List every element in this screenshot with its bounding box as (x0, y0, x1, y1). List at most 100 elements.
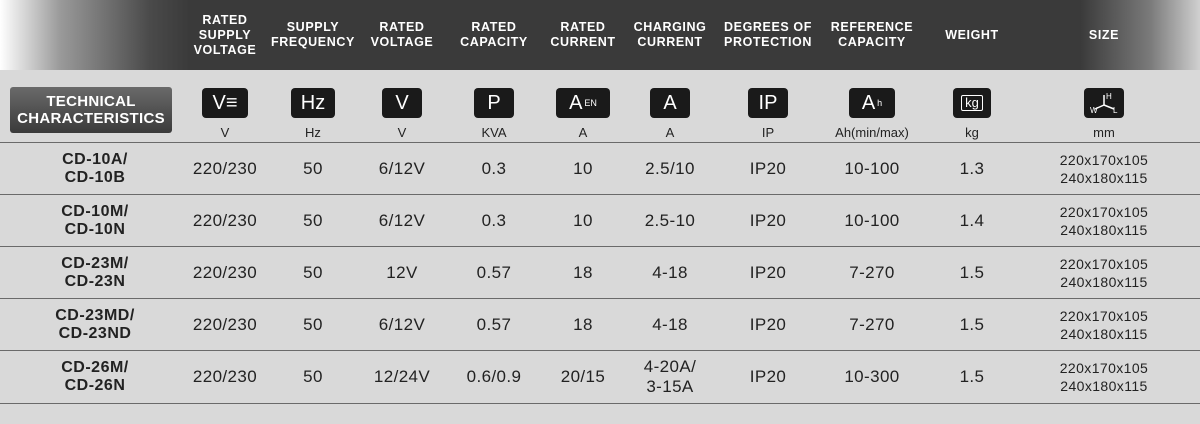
cell-size: 220x170x105 240x180x115 (1014, 247, 1194, 299)
size-line: 240x180x115 (1060, 274, 1148, 290)
cell-supply-voltage: 220/230 (192, 211, 258, 230)
cell-supply-frequency: 50 (303, 211, 323, 230)
model-name-line: CD-26N (64, 377, 126, 394)
cell-size: 220x170x105 240x180x115 (1014, 143, 1194, 195)
unit-label: KVA (481, 124, 507, 140)
cell-reference-capacity: 10-300 (844, 367, 900, 386)
svg-text:L: L (1113, 106, 1118, 115)
model-name-line: CD-23ND (58, 325, 132, 342)
cell-charging-current: 2.5-10 (644, 211, 696, 230)
size-line: 220x170x105 (1059, 204, 1149, 220)
model-name-line: CD-10B (64, 169, 126, 186)
cell-supply-voltage: 220/230 (192, 367, 258, 386)
cell-charging-current: 2.5/10 (645, 159, 695, 178)
unit-label: IP (761, 124, 775, 140)
model-name: CD-23MD/CD-23ND (0, 299, 190, 351)
size-line: 220x170x105 (1059, 152, 1149, 168)
size-line: 240x180x115 (1060, 222, 1148, 238)
cell-weight: 1.4 (959, 211, 985, 230)
unit-label: Ah(min/max) (835, 124, 909, 140)
row-divider (0, 142, 1200, 143)
cell-reference-capacity: 10-100 (844, 211, 900, 230)
cell-rated-current: 18 (573, 263, 593, 282)
row-divider (0, 246, 1200, 247)
size-line: 240x180x115 (1060, 378, 1148, 394)
model-name: CD-10M/CD-10N (0, 195, 190, 247)
weight-kg-icon: kg (953, 88, 991, 118)
header-supply-frequency: SUPPLY FREQUENCY (271, 20, 355, 49)
size-line: 240x180x115 (1060, 170, 1148, 186)
unit-label: mm (1093, 124, 1115, 140)
svg-text:W: W (1090, 106, 1098, 115)
cell-reference-capacity: 7-270 (849, 315, 895, 334)
cell-rated-capacity: 0.3 (481, 211, 507, 230)
size-line: 220x170x105 (1059, 256, 1149, 272)
cell-supply-frequency: 50 (303, 367, 323, 386)
header-rated-capacity: RATED CAPACITY (460, 20, 528, 49)
cell-reference-capacity: 10-100 (844, 159, 900, 178)
cell-weight: 1.3 (959, 159, 985, 178)
table-header: RATED SUPPLY VOLTAGE SUPPLY FREQUENCY RATE… (0, 0, 1200, 70)
cell-supply-voltage: 220/230 (192, 159, 258, 178)
ip-rating-icon: IP (748, 88, 788, 118)
row-divider (0, 350, 1200, 351)
voltage-output-icon: V (382, 88, 422, 118)
model-name-line: CD-23N (64, 273, 126, 290)
row-divider (0, 194, 1200, 195)
model-name-line: CD-10A/ (62, 151, 128, 168)
row-divider (0, 403, 1200, 404)
cell-supply-voltage: 220/230 (192, 263, 258, 282)
model-name-line: CD-10N (64, 221, 126, 238)
cell-protection: IP20 (749, 211, 787, 230)
unit-label: A (665, 124, 675, 140)
cell-rated-current: 10 (573, 211, 593, 230)
cell-rated-capacity: 0.3 (481, 159, 507, 178)
model-name: CD-23M/CD-23N (0, 247, 190, 299)
header-rated-voltage: RATED VOLTAGE (370, 20, 434, 49)
size-line: 240x180x115 (1060, 326, 1148, 342)
cell-rated-voltage: 12V (386, 263, 418, 282)
unit-label: A (578, 124, 588, 140)
model-name-line: CD-26M/ (61, 359, 129, 376)
cell-weight: 1.5 (959, 315, 985, 334)
cell-supply-voltage: 220/230 (192, 315, 258, 334)
technical-characteristics-label: TECHNICAL CHARACTERISTICS (10, 87, 172, 133)
power-icon: P (474, 88, 514, 118)
unit-label: kg (965, 124, 979, 140)
cell-protection: IP20 (749, 315, 787, 334)
svg-text:H: H (1106, 92, 1112, 101)
cell-rated-capacity: 0.6/0.9 (466, 367, 522, 386)
header-charging-current: CHARGING CURRENT (633, 20, 707, 49)
current-en-icon: A EN (556, 88, 610, 118)
cell-protection: IP20 (749, 263, 787, 282)
cell-weight: 1.5 (959, 367, 985, 386)
cell-rated-capacity: 0.57 (476, 315, 512, 334)
cell-charging-current: 4-18 (652, 315, 688, 334)
header-weight: WEIGHT (945, 27, 999, 42)
header-reference-capacity: REFERENCE CAPACITY (830, 20, 914, 49)
current-icon: A (650, 88, 690, 118)
cell-supply-frequency: 50 (303, 263, 323, 282)
header-rated-current: RATED CURRENT (550, 20, 616, 49)
model-name: CD-26M/CD-26N (0, 351, 190, 403)
cell-protection: IP20 (749, 159, 787, 178)
cell-size: 220x170x105 240x180x115 (1014, 351, 1194, 403)
model-name-line: CD-23MD/ (55, 307, 135, 324)
header-protection: DEGREES OF PROTECTION (724, 20, 812, 49)
cell-charging-current: 4-20A/ 3-15A (643, 357, 697, 396)
cell-rated-capacity: 0.57 (476, 263, 512, 282)
cell-supply-frequency: 50 (303, 315, 323, 334)
cell-rated-voltage: 12/24V (373, 367, 431, 386)
cell-rated-current: 18 (573, 315, 593, 334)
cell-size: 220x170x105 240x180x115 (1014, 299, 1194, 351)
unit-label: Hz (305, 124, 321, 140)
cell-rated-current: 20/15 (560, 367, 606, 386)
cell-supply-frequency: 50 (303, 159, 323, 178)
cell-size: 220x170x105 240x180x115 (1014, 195, 1194, 247)
cell-rated-voltage: 6/12V (378, 159, 426, 178)
cell-charging-current: 4-18 (652, 263, 688, 282)
model-name-line: CD-23M/ (61, 255, 129, 272)
model-name: CD-10A/CD-10B (0, 143, 190, 195)
